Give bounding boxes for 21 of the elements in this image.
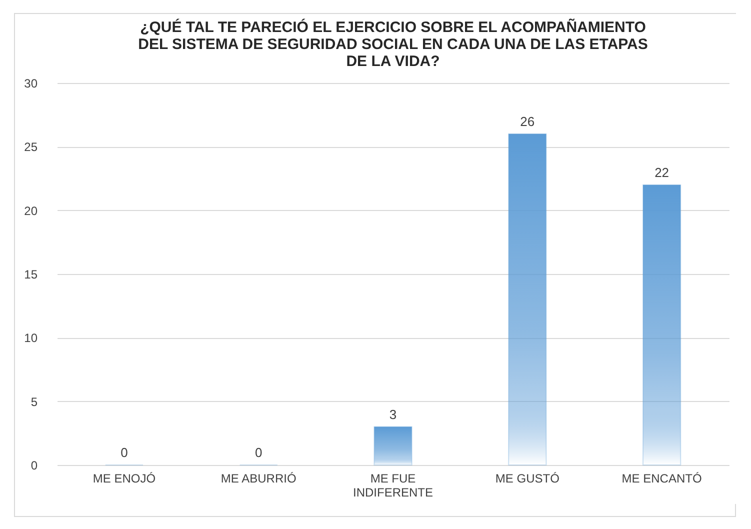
bar	[374, 426, 412, 466]
x-tick-label: ME FUE INDIFERENTE	[352, 472, 434, 500]
y-tick-label: 15	[24, 268, 38, 282]
bar	[642, 184, 682, 466]
data-label: 0	[254, 445, 262, 460]
x-tick-label: ME ABURRIÓ	[220, 472, 296, 486]
y-tick-label: 10	[24, 331, 38, 346]
x-tick-label: ME ENCANTÓ	[622, 472, 702, 486]
y-tick-label: 20	[24, 204, 38, 218]
y-tick-label: 30	[24, 76, 38, 90]
x-tick-label: ME ENOJÓ	[92, 472, 156, 486]
bar	[508, 133, 547, 466]
x-tick-label: ME GUSTÓ	[495, 472, 560, 486]
y-tick-label: 25	[24, 140, 38, 154]
y-tick-label: 5	[30, 394, 38, 409]
data-label: 22	[654, 164, 670, 180]
data-label: 3	[389, 406, 397, 422]
y-tick-label: 0	[30, 458, 38, 472]
data-label: 0	[120, 445, 128, 460]
chart-title: ¿QUÉ TAL TE PARECIÓ EL EJERCICIO SOBRE EL ACOMPAÑAMIENTO DEL SISTEMA DE SEGURIDAD SOCIAL EN CADA UNA DE LAS ETAPAS DE LA VIDA?	[138, 18, 648, 70]
data-label: 26	[520, 114, 535, 129]
